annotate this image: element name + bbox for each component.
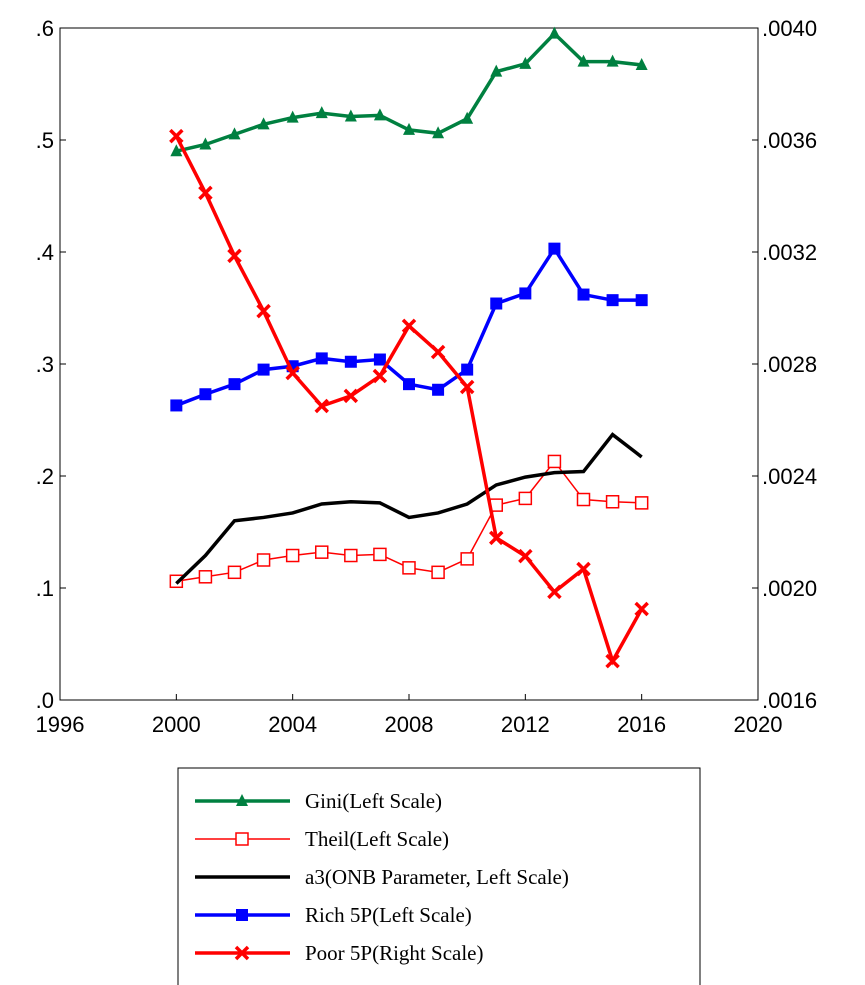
marker bbox=[314, 398, 329, 414]
y2-tick-label: .0016 bbox=[762, 688, 817, 713]
marker bbox=[170, 399, 183, 412]
marker bbox=[576, 492, 591, 507]
y2-tick-label: .0024 bbox=[762, 464, 817, 489]
y-tick-label: .1 bbox=[36, 576, 54, 601]
marker bbox=[518, 548, 533, 564]
x-tick-label: 1996 bbox=[36, 712, 85, 737]
y-tick-label: .5 bbox=[36, 128, 54, 153]
marker bbox=[401, 318, 417, 334]
marker bbox=[635, 294, 648, 307]
marker bbox=[344, 109, 357, 122]
y-tick-label: .6 bbox=[36, 16, 54, 41]
marker bbox=[228, 378, 241, 391]
legend-label: Gini(Left Scale) bbox=[305, 789, 442, 813]
legend-label: Poor 5P(Right Scale) bbox=[305, 941, 484, 965]
marker bbox=[170, 144, 183, 157]
x-tick-label: 2016 bbox=[617, 712, 666, 737]
marker bbox=[198, 570, 213, 584]
marker bbox=[198, 185, 213, 201]
marker bbox=[286, 110, 299, 123]
marker bbox=[373, 353, 386, 366]
marker bbox=[460, 552, 474, 566]
marker bbox=[489, 530, 504, 546]
marker bbox=[315, 545, 329, 559]
marker bbox=[373, 547, 387, 562]
marker bbox=[459, 379, 475, 395]
marker bbox=[431, 565, 445, 580]
marker bbox=[461, 111, 474, 124]
x-tick-label: 2012 bbox=[501, 712, 550, 737]
marker bbox=[548, 242, 561, 255]
marker bbox=[256, 303, 271, 319]
y2-tick-label: .0040 bbox=[762, 16, 817, 41]
marker bbox=[577, 54, 590, 67]
marker bbox=[547, 454, 562, 469]
y2-tick-label: .0028 bbox=[762, 352, 817, 377]
y-tick-label: .0 bbox=[36, 688, 54, 713]
legend-label: a3(ONB Parameter, Left Scale) bbox=[305, 865, 569, 889]
x-tick-label: 2000 bbox=[152, 712, 201, 737]
x-tick-label: 2020 bbox=[734, 712, 783, 737]
marker bbox=[257, 363, 270, 376]
marker bbox=[285, 365, 300, 381]
series-line bbox=[175, 432, 643, 585]
legend-label: Theil(Left Scale) bbox=[305, 827, 449, 851]
marker bbox=[432, 383, 445, 396]
marker bbox=[461, 363, 474, 376]
marker bbox=[344, 548, 358, 563]
marker bbox=[432, 126, 445, 139]
marker bbox=[236, 794, 248, 806]
y2-tick-label: .0032 bbox=[762, 240, 817, 265]
marker bbox=[402, 561, 416, 575]
marker bbox=[518, 491, 533, 506]
marker bbox=[634, 496, 649, 510]
marker bbox=[285, 548, 300, 563]
marker bbox=[547, 584, 562, 600]
marker bbox=[490, 64, 503, 77]
marker bbox=[635, 57, 648, 70]
marker bbox=[519, 56, 532, 69]
marker bbox=[605, 653, 620, 669]
marker bbox=[315, 106, 328, 119]
marker bbox=[343, 388, 359, 404]
series-line bbox=[174, 135, 644, 666]
marker bbox=[199, 388, 212, 401]
marker bbox=[403, 378, 415, 391]
marker bbox=[344, 355, 357, 368]
marker bbox=[606, 54, 619, 67]
marker bbox=[315, 352, 328, 365]
y-tick-label: .4 bbox=[36, 240, 54, 265]
marker bbox=[235, 832, 249, 846]
marker bbox=[227, 565, 242, 580]
marker bbox=[606, 294, 619, 307]
y2-tick-label: .0020 bbox=[762, 576, 817, 601]
marker bbox=[605, 495, 620, 509]
marker bbox=[634, 601, 649, 617]
marker bbox=[256, 553, 271, 567]
marker bbox=[372, 368, 388, 384]
marker bbox=[228, 127, 241, 140]
y-tick-label: .3 bbox=[36, 352, 54, 377]
marker bbox=[519, 287, 532, 300]
marker bbox=[169, 128, 184, 144]
marker bbox=[257, 117, 270, 130]
marker bbox=[548, 26, 561, 39]
marker bbox=[199, 137, 212, 150]
marker bbox=[490, 297, 503, 310]
y2-tick-label: .0036 bbox=[762, 128, 817, 153]
marker bbox=[234, 945, 250, 961]
x-tick-label: 2004 bbox=[268, 712, 317, 737]
marker bbox=[373, 108, 386, 121]
marker bbox=[430, 344, 446, 360]
y-tick-label: .2 bbox=[36, 464, 54, 489]
marker bbox=[577, 288, 590, 301]
marker bbox=[403, 122, 415, 135]
x-tick-label: 2008 bbox=[385, 712, 434, 737]
legend-label: Rich 5P(Left Scale) bbox=[305, 903, 472, 927]
marker bbox=[576, 561, 591, 577]
marker bbox=[227, 248, 242, 264]
marker bbox=[236, 909, 248, 921]
